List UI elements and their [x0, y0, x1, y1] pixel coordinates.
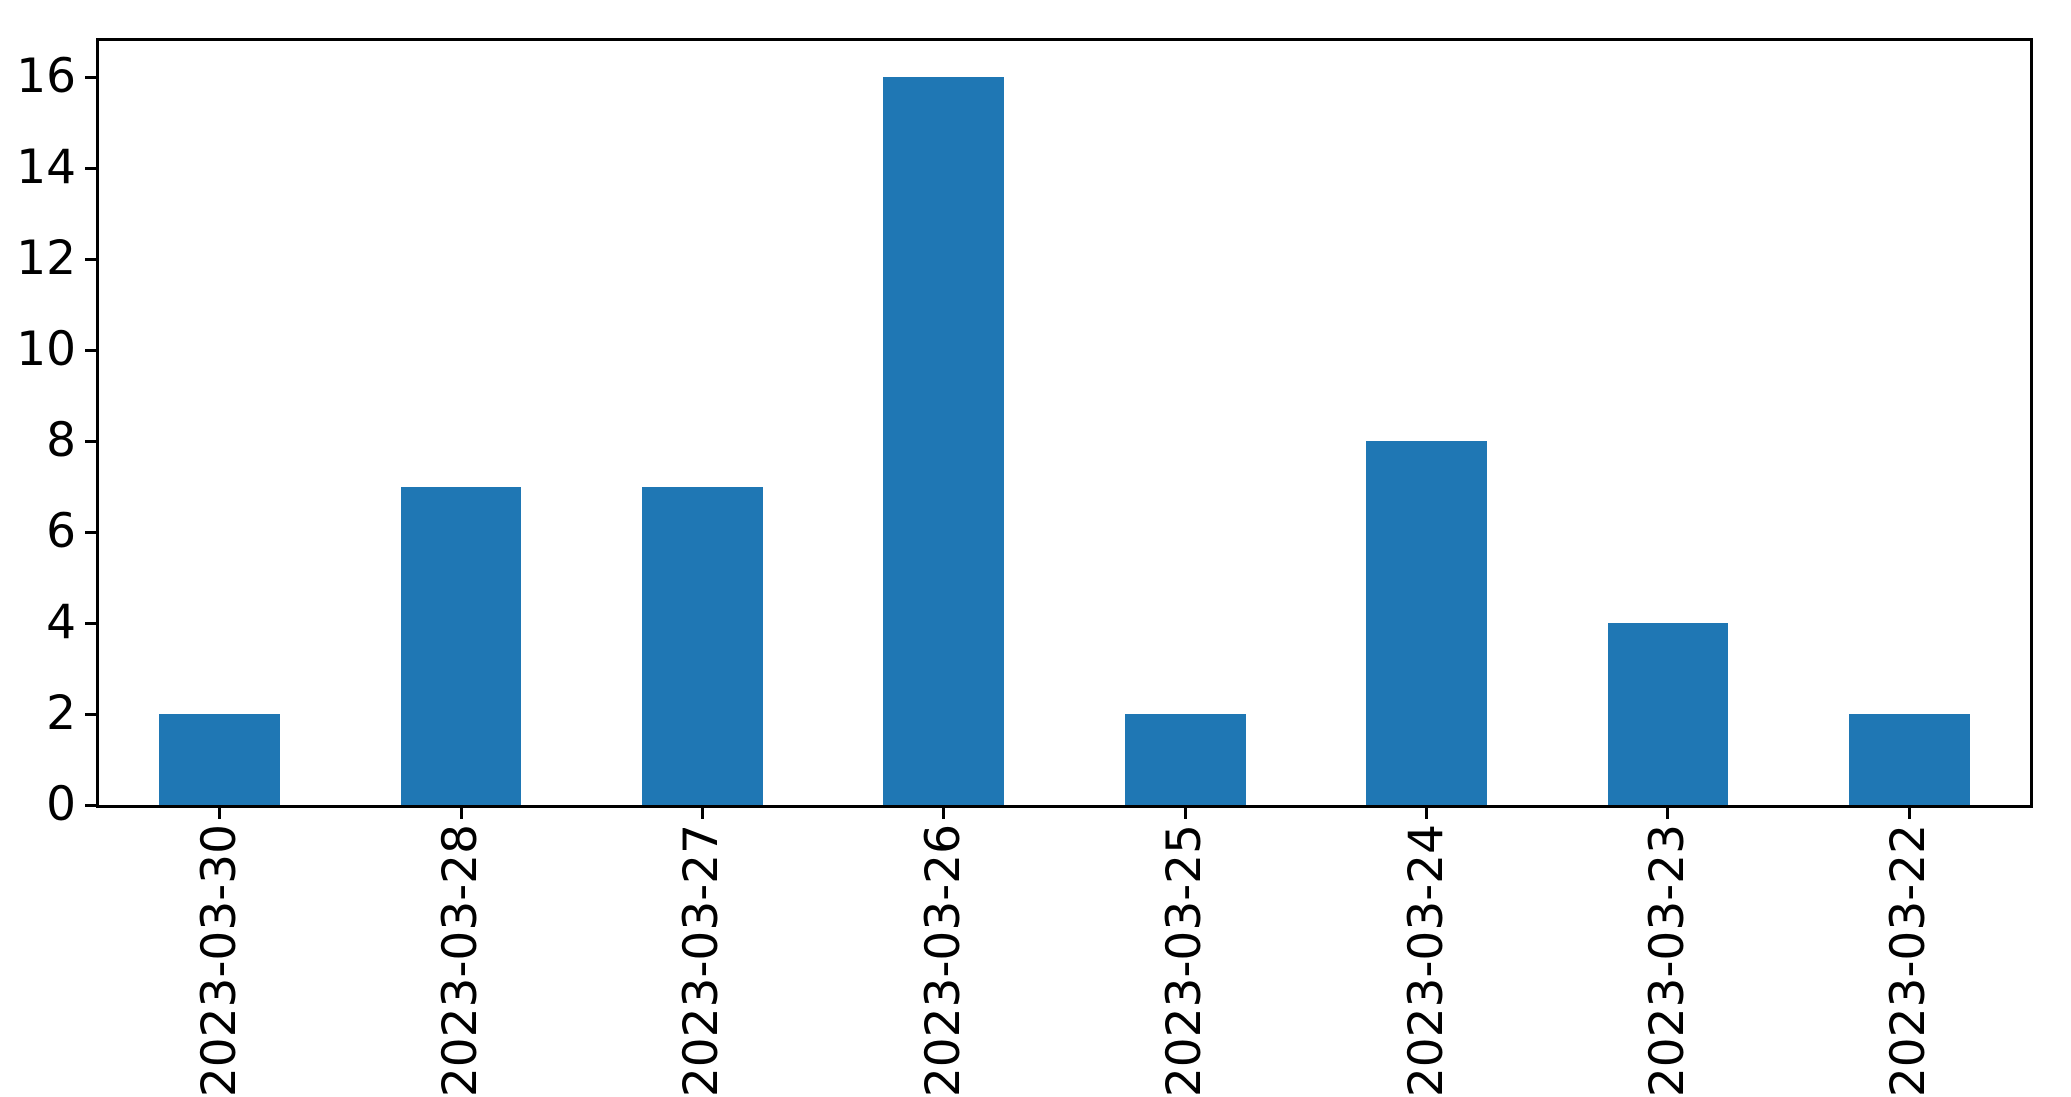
y-tick-mark [85, 75, 96, 79]
x-tick-mark [942, 808, 946, 819]
y-tick-label: 6 [46, 504, 76, 560]
y-tick-mark [85, 530, 96, 534]
y-tick-label: 8 [46, 413, 76, 469]
x-tick-label: 2023-03-24 [1398, 824, 1454, 1097]
plot-axes [96, 38, 2033, 808]
bar [1366, 441, 1487, 805]
y-tick-label: 4 [46, 595, 76, 651]
x-tick-label: 2023-03-22 [1881, 824, 1937, 1097]
y-tick-mark [85, 803, 96, 807]
y-tick-label: 14 [16, 140, 76, 196]
x-tick-label: 2023-03-23 [1639, 824, 1695, 1097]
x-tick-mark [1907, 808, 1911, 819]
y-tick-label: 16 [16, 49, 76, 105]
bar [1848, 714, 1970, 805]
x-axis: 2023-03-30 2023-03-28 2023-03-27 2023-03-26… [96, 808, 2033, 1097]
y-tick-mark [85, 166, 96, 170]
x-tick-label: 2023-03-27 [674, 824, 730, 1097]
y-axis: 0 2 4 6 8 10 12 14 16 [0, 38, 96, 832]
x-tick-label: 2023-03-25 [1157, 824, 1213, 1097]
x-tick-mark [1666, 808, 1670, 819]
bar [1124, 714, 1246, 805]
x-tick-label: 2023-03-28 [433, 824, 489, 1097]
y-tick-mark [85, 257, 96, 261]
y-tick-mark [85, 348, 96, 352]
y-tick-mark [85, 439, 96, 443]
bar [400, 486, 522, 805]
bar [159, 714, 281, 805]
x-tick-mark [1183, 808, 1187, 819]
x-tick-label: 2023-03-26 [915, 824, 971, 1097]
bar-chart-figure: 0 2 4 6 8 10 12 14 16 2023-03-30 2023-03-28 2023-0… [0, 38, 2033, 1097]
bar [642, 486, 763, 805]
x-tick-label: 2023-03-30 [191, 824, 247, 1097]
y-tick-label: 12 [16, 231, 76, 287]
x-tick-mark [1425, 808, 1429, 819]
x-tick-mark [218, 808, 222, 819]
y-tick-mark [85, 712, 96, 716]
x-tick-mark [700, 808, 704, 819]
y-tick-label: 2 [46, 686, 76, 742]
bar [883, 77, 1005, 805]
y-tick-mark [85, 621, 96, 625]
bar [1607, 623, 1729, 805]
y-tick-label: 0 [46, 777, 76, 832]
x-tick-mark [459, 808, 463, 819]
plot-area [99, 41, 2030, 805]
y-tick-label: 10 [16, 322, 76, 378]
